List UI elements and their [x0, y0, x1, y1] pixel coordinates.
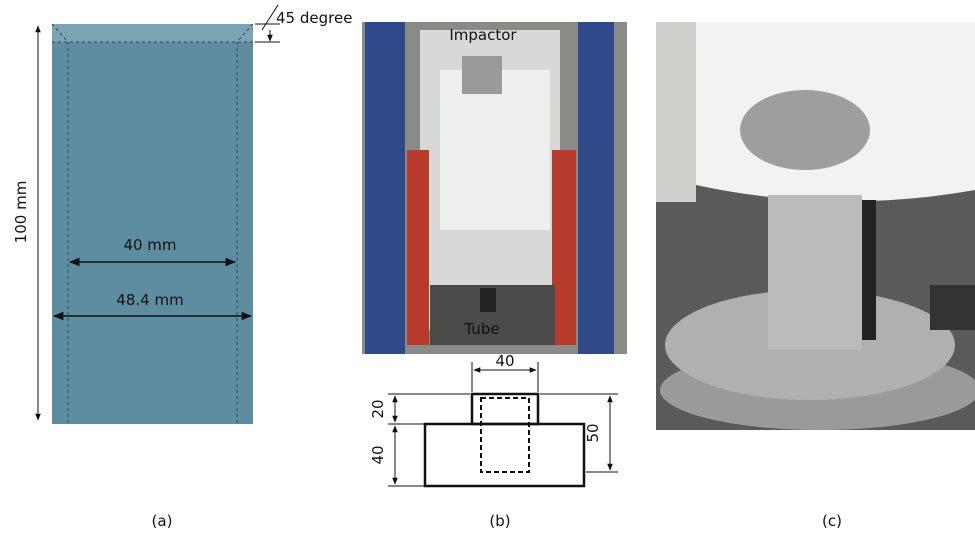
tube-body	[52, 24, 253, 424]
total-height-label: 50	[584, 423, 602, 442]
cylinder	[552, 150, 576, 345]
speckle	[768, 195, 862, 350]
caption: (c)	[822, 512, 842, 530]
caption: (b)	[489, 512, 510, 530]
top-width-label: 40	[495, 352, 514, 370]
inner-width-label: 40 mm	[123, 236, 176, 254]
base-height-label: 40	[369, 445, 387, 464]
tube-chamfer	[52, 24, 253, 42]
caption: (a)	[152, 512, 173, 530]
shadow	[862, 200, 876, 340]
column	[365, 22, 405, 354]
speckle	[740, 90, 870, 170]
block	[930, 285, 975, 330]
top-height-label: 20	[369, 399, 387, 418]
column	[578, 22, 614, 354]
impactor	[462, 56, 502, 94]
figure: 45 degree 100 mm 40 mm 48.4 mm (a) Impac…	[0, 0, 975, 536]
cylinder	[407, 150, 429, 345]
tube-label: Tube	[463, 320, 499, 338]
impactor-label: Impactor	[449, 26, 517, 44]
background-wall	[656, 22, 696, 202]
tube-sample	[480, 288, 496, 312]
angle-label: 45 degree	[276, 9, 352, 27]
height-label: 100 mm	[12, 181, 30, 244]
outer-width-label: 48.4 mm	[116, 291, 183, 309]
